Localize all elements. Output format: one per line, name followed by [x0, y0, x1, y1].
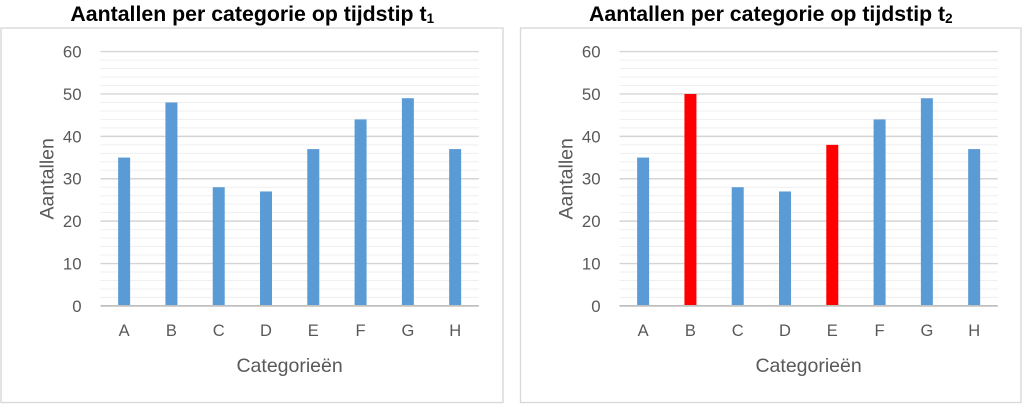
svg-text:F: F	[875, 322, 885, 340]
svg-text:A: A	[638, 322, 649, 340]
svg-text:D: D	[779, 322, 791, 340]
svg-text:Aantallen: Aantallen	[37, 138, 59, 219]
svg-text:G: G	[920, 322, 933, 340]
svg-text:10: 10	[582, 254, 601, 273]
svg-text:B: B	[166, 322, 177, 340]
svg-text:Aantallen: Aantallen	[556, 138, 578, 219]
svg-text:40: 40	[63, 127, 82, 146]
svg-text:G: G	[401, 322, 414, 340]
svg-text:60: 60	[582, 43, 601, 62]
svg-text:B: B	[685, 322, 696, 340]
svg-text:C: C	[732, 322, 744, 340]
svg-text:C: C	[213, 322, 225, 340]
svg-text:E: E	[308, 322, 319, 340]
svg-text:50: 50	[582, 85, 601, 104]
svg-text:H: H	[449, 322, 461, 340]
svg-text:E: E	[827, 322, 838, 340]
svg-text:Categorieën: Categorieën	[755, 355, 861, 377]
svg-text:D: D	[260, 322, 272, 340]
svg-text:0: 0	[72, 297, 81, 316]
svg-text:A: A	[119, 322, 130, 340]
svg-text:F: F	[356, 322, 366, 340]
svg-text:40: 40	[582, 127, 601, 146]
svg-text:Categorieën: Categorieën	[236, 355, 342, 377]
svg-text:0: 0	[591, 297, 600, 316]
svg-text:10: 10	[63, 254, 82, 273]
svg-text:30: 30	[582, 170, 601, 189]
svg-text:50: 50	[63, 85, 82, 104]
svg-text:20: 20	[63, 212, 82, 231]
svg-text:30: 30	[63, 170, 82, 189]
svg-text:Aantallen per categorie op tij: Aantallen per categorie op tijdstip t1	[70, 2, 434, 26]
svg-text:H: H	[968, 322, 980, 340]
svg-text:20: 20	[582, 212, 601, 231]
svg-text:Aantallen per categorie op tij: Aantallen per categorie op tijdstip t2	[589, 2, 953, 26]
svg-text:60: 60	[63, 43, 82, 62]
